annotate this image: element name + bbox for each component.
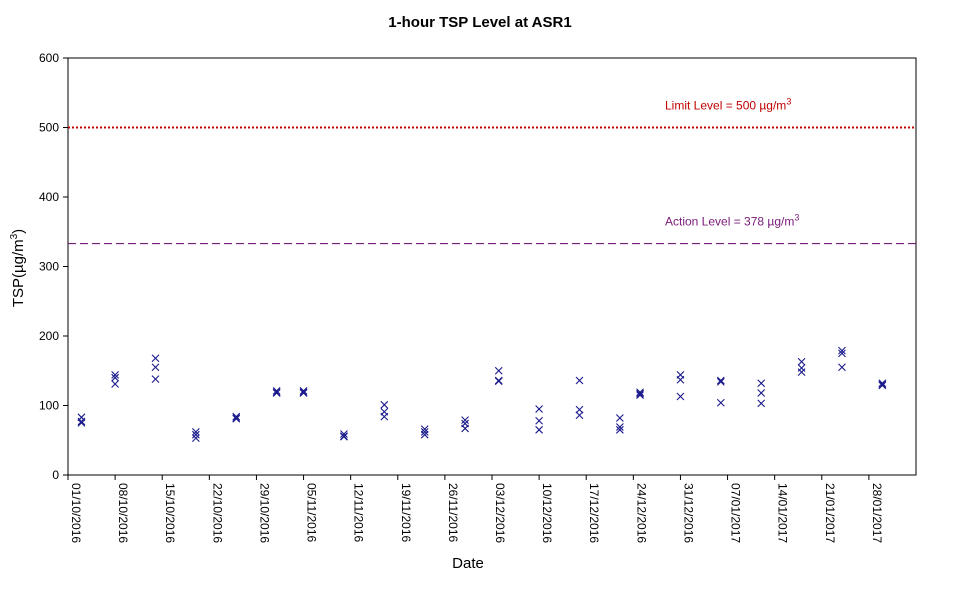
- data-point: [838, 346, 846, 355]
- x-tick-label: 14/01/2017: [776, 483, 790, 543]
- data-point: [797, 357, 806, 366]
- data-point: [838, 349, 846, 358]
- y-tick-label: 500: [39, 121, 59, 135]
- data-point: [151, 354, 160, 363]
- data-point: [878, 379, 887, 388]
- x-tick-label: 10/12/2016: [540, 483, 554, 543]
- data-point: [676, 392, 685, 401]
- data-point: [636, 389, 644, 398]
- x-tick-label: 28/01/2017: [870, 483, 884, 543]
- data-point: [111, 380, 120, 388]
- data-point: [757, 389, 766, 397]
- data-point: [299, 387, 308, 395]
- x-tick-label: 22/10/2016: [210, 483, 224, 543]
- data-point: [420, 425, 429, 434]
- y-axis-label: TSP(µg/m3): [9, 229, 27, 307]
- x-tick-label: 01/10/2016: [69, 483, 83, 543]
- data-point: [494, 366, 503, 375]
- data-points: [77, 346, 887, 443]
- plot-area: [67, 57, 917, 476]
- data-point: [716, 376, 725, 385]
- x-tick-label: 03/12/2016: [493, 483, 507, 543]
- y-axis: 0 100 200 300 400 500 600: [39, 51, 68, 482]
- chart-title: 1-hour TSP Level at ASR1: [388, 14, 571, 31]
- data-point: [676, 375, 685, 384]
- data-point: [615, 423, 624, 431]
- x-tick-label: 19/11/2016: [399, 483, 413, 542]
- x-tick-label: 05/11/2016: [305, 483, 319, 542]
- y-tick-label: 100: [39, 399, 59, 413]
- x-tick-label: 29/10/2016: [257, 483, 271, 543]
- x-axis-label: Date: [452, 555, 484, 572]
- x-tick-label: 08/10/2016: [116, 483, 130, 543]
- action-level-label: Action Level = 378 µg/m3: [665, 213, 799, 229]
- x-tick-label: 26/11/2016: [446, 483, 460, 542]
- x-tick-label: 17/12/2016: [587, 483, 601, 543]
- data-point: [615, 414, 624, 422]
- data-point: [232, 414, 241, 423]
- data-point: [535, 416, 543, 425]
- y-tick-label: 200: [39, 329, 59, 343]
- data-point: [838, 363, 846, 372]
- data-point: [716, 398, 725, 407]
- x-tick-label: 12/11/2016: [352, 483, 366, 542]
- y-tick-label: 0: [52, 468, 59, 482]
- data-point: [716, 377, 725, 386]
- y-tick-label: 400: [39, 190, 59, 204]
- x-tick-label: 07/01/2017: [729, 483, 743, 543]
- data-point: [111, 373, 120, 382]
- data-point: [461, 424, 469, 433]
- data-point: [757, 379, 766, 388]
- data-point: [535, 405, 543, 413]
- x-axis: 01/10/2016 08/10/2016 15/10/2016 22/10/2016…: [67, 475, 884, 543]
- data-point: [77, 417, 86, 426]
- data-point: [151, 363, 160, 372]
- x-tick-label: 31/12/2016: [681, 483, 695, 543]
- data-point: [340, 432, 348, 441]
- data-point: [111, 371, 120, 379]
- data-point: [535, 425, 543, 434]
- data-point: [232, 412, 241, 421]
- data-point: [380, 400, 389, 409]
- data-point: [420, 430, 429, 439]
- data-point: [191, 430, 200, 439]
- data-point: [151, 375, 160, 383]
- data-point: [191, 434, 200, 443]
- data-point: [272, 389, 281, 397]
- reference-lines: Limit Level = 500 µg/m3 Action Level = 37…: [68, 97, 916, 245]
- data-point: [191, 428, 200, 436]
- data-point: [272, 387, 281, 395]
- data-point: [797, 368, 806, 377]
- x-tick-label: 21/01/2017: [823, 483, 837, 543]
- data-point: [575, 405, 584, 414]
- data-point: [461, 416, 469, 424]
- x-tick-label: 24/12/2016: [634, 483, 648, 543]
- y-tick-label: 600: [39, 51, 59, 65]
- data-point: [77, 418, 86, 427]
- x-tick-label: 15/10/2016: [163, 483, 177, 543]
- data-point: [494, 377, 503, 386]
- data-point: [878, 381, 887, 390]
- data-point: [615, 425, 624, 434]
- data-point: [757, 399, 766, 408]
- data-point: [575, 411, 584, 420]
- data-point: [636, 391, 644, 399]
- y-tick-label: 300: [39, 260, 59, 274]
- data-point: [636, 388, 644, 397]
- data-point: [380, 412, 389, 421]
- data-point: [299, 389, 308, 397]
- limit-level-label: Limit Level = 500 µg/m3: [665, 97, 791, 113]
- data-point: [340, 430, 348, 438]
- data-point: [420, 428, 429, 436]
- data-point: [575, 376, 584, 385]
